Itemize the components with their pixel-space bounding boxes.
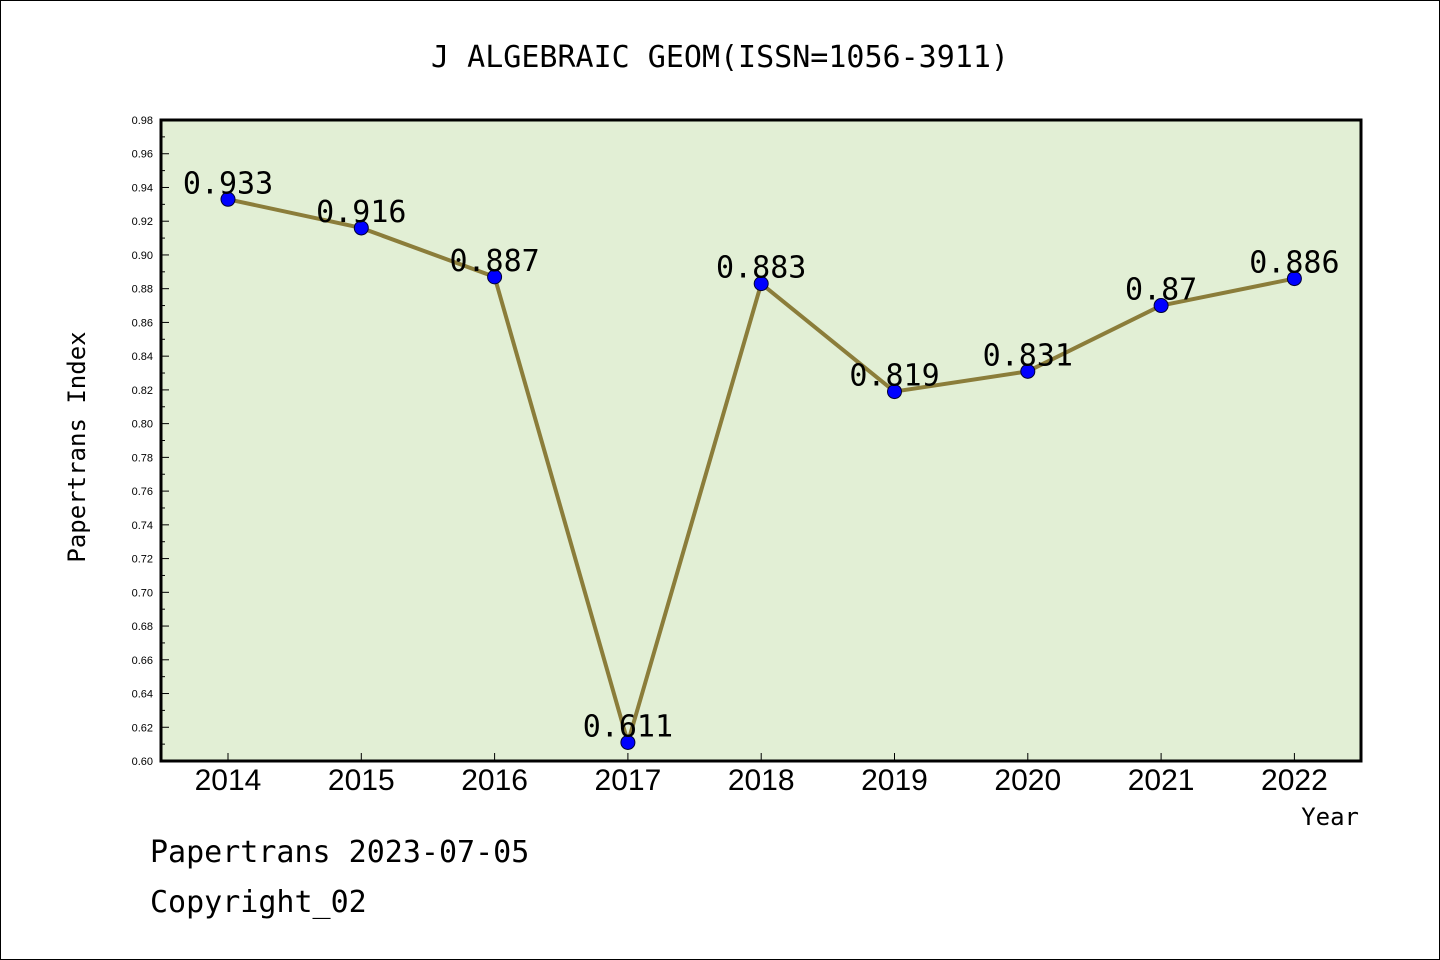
x-tick-label: 2021 <box>1128 764 1195 797</box>
data-point <box>1286 271 1302 287</box>
y-tick-label: 0.84 <box>132 351 153 363</box>
y-tick-label: 0.60 <box>132 756 153 768</box>
y-tick-label: 0.90 <box>132 250 153 262</box>
data-point <box>220 191 236 207</box>
data-label: 0.933 <box>183 166 273 201</box>
chart-title: J ALGEBRAIC GEOM(ISSN=1056-3911) <box>431 40 1009 75</box>
data-point <box>1153 298 1169 314</box>
x-tick-label: 2017 <box>595 764 662 797</box>
y-tick-label: 0.94 <box>132 182 153 194</box>
x-axis: 2014 2015 2016 2017 2018 2019 2020 2021 2022 <box>195 753 1328 797</box>
x-tick-label: 2019 <box>861 764 928 797</box>
y-tick-label: 0.92 <box>132 216 153 228</box>
data-point <box>487 269 503 285</box>
y-tick-label: 0.78 <box>132 452 153 464</box>
y-tick-label: 0.96 <box>132 149 153 161</box>
data-point <box>1020 363 1036 379</box>
y-tick-label: 0.72 <box>132 554 153 566</box>
data-label: 0.819 <box>849 359 939 394</box>
y-axis: 0.60 0.62 0.64 0.66 0.68 0.70 0.72 0.74 0.76 0.78… <box>132 115 169 768</box>
x-tick-label: 2022 <box>1261 764 1328 797</box>
x-tick-label: 2018 <box>728 764 795 797</box>
x-tick-label: 2020 <box>994 764 1061 797</box>
y-tick-label: 0.82 <box>132 385 153 397</box>
data-label: 0.886 <box>1249 246 1339 281</box>
data-point <box>620 734 636 750</box>
data-point <box>887 384 902 400</box>
y-tick-label: 0.86 <box>132 317 153 329</box>
y-tick-label: 0.74 <box>132 520 153 532</box>
data-label: 0.831 <box>983 338 1073 373</box>
y-tick-label: 0.76 <box>132 486 153 498</box>
data-point <box>353 220 369 236</box>
y-tick-label: 0.62 <box>132 722 153 734</box>
y-tick-label: 0.98 <box>132 115 153 127</box>
data-label-layer: 0.933 0.916 0.887 0.611 0.883 0.819 0.831 0.87 0… <box>183 166 1340 744</box>
y-tick-label: 0.80 <box>132 419 153 431</box>
x-tick-label: 2014 <box>195 764 262 797</box>
y-axis-label: Papertrans Index <box>63 331 91 562</box>
y-tick-label: 0.66 <box>132 655 153 667</box>
x-axis-label: Year <box>1301 803 1359 831</box>
y-tick-label: 0.64 <box>132 689 153 701</box>
y-tick-label: 0.70 <box>132 587 153 599</box>
data-label: 0.916 <box>316 195 406 230</box>
footer-date: Papertrans 2023-07-05 <box>150 835 530 870</box>
data-label: 0.887 <box>449 244 539 279</box>
data-point <box>753 276 769 292</box>
x-tick-label: 2016 <box>461 764 528 797</box>
x-tick-label: 2015 <box>328 764 395 797</box>
y-tick-label: 0.88 <box>132 284 153 296</box>
data-label: 0.87 <box>1125 273 1197 308</box>
data-label: 0.611 <box>583 709 673 744</box>
data-label: 0.883 <box>716 251 806 286</box>
series-layer <box>220 191 1302 750</box>
y-tick-label: 0.68 <box>132 621 153 633</box>
footer-copyright: Copyright_02 <box>150 885 367 920</box>
